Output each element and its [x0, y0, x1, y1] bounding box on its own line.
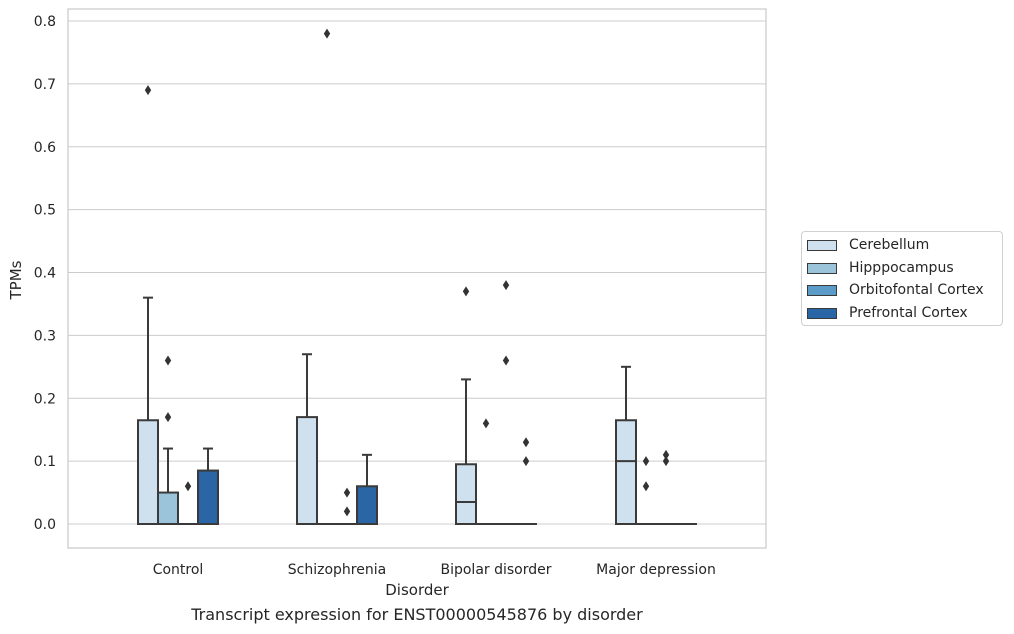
outlier-point-0 [184, 481, 192, 492]
plot-frame [67, 8, 767, 549]
y-tick-label-0: 0.0 [34, 517, 56, 533]
box-3-2 [655, 449, 677, 526]
outlier-point-1 [164, 412, 172, 423]
box-2-3 [515, 437, 537, 526]
box-3-0 [615, 365, 637, 526]
outlier-point-0 [323, 28, 331, 39]
y-tick-label-2: 0.2 [34, 391, 56, 407]
box-2-0 [455, 286, 477, 525]
box-body [455, 463, 477, 525]
box-groups [137, 28, 697, 526]
outlier-point-0 [522, 437, 530, 448]
outlier-point-0 [164, 355, 172, 366]
legend-item-orbitofrontal: Orbitofontal Cortex [807, 281, 984, 299]
y-tick-label-8: 0.8 [34, 14, 56, 30]
box-1-3 [356, 453, 378, 525]
outlier-point-1 [502, 355, 510, 366]
outlier-point-0 [502, 280, 510, 291]
legend-label-orbitofrontal: Orbitofontal Cortex [849, 282, 984, 298]
plot-border [67, 8, 767, 549]
legend-item-hippocampus: Hipppocampus [807, 259, 954, 277]
outlier-point-0 [462, 286, 470, 297]
box-3-1 [635, 456, 657, 526]
box-body [296, 416, 318, 525]
outlier-point-1 [343, 506, 351, 517]
grid-lines [68, 20, 766, 525]
y-tick-label-4: 0.4 [34, 266, 56, 282]
box-0-1 [157, 355, 179, 525]
y-tick-label-1: 0.1 [34, 454, 56, 470]
x-tick-label-0: Control [153, 562, 204, 578]
box-1-0 [296, 353, 318, 525]
box-2-1 [475, 418, 497, 526]
outlier-point-0 [343, 487, 351, 498]
outlier-point-1 [642, 481, 650, 492]
x-tick-label-3: Major depression [596, 562, 716, 578]
box-0-0 [137, 85, 159, 526]
x-tick-label-2: Bipolar disorder [440, 562, 551, 578]
box-body [615, 419, 637, 526]
x-tick-label-1: Schizophrenia [288, 562, 386, 578]
outlier-point-0 [662, 449, 670, 460]
chart-caption: Transcript expression for ENST0000054587… [191, 605, 643, 624]
legend-swatch-orbitofrontal [807, 284, 837, 296]
legend-label-cerebellum: Cerebellum [849, 237, 930, 253]
y-tick-label-3: 0.3 [34, 328, 56, 344]
y-axis-ticks: 0.0 0.1 0.2 0.3 0.4 0.5 0.6 0.7 0.8 [34, 14, 56, 533]
y-tick-label-6: 0.6 [34, 140, 56, 156]
box-0-3 [197, 447, 219, 525]
legend-item-cerebellum: Cerebellum [807, 236, 929, 254]
legend-swatch-prefrontal [807, 307, 837, 319]
box-body [197, 469, 219, 525]
box-1-2 [336, 487, 358, 526]
legend-swatch-cerebellum [807, 239, 837, 251]
box-0-2 [177, 481, 199, 526]
outlier-point-1 [662, 456, 670, 467]
box-body [356, 485, 378, 525]
box-body [137, 419, 159, 526]
box-1-1 [316, 28, 338, 526]
legend-label-hippocampus: Hipppocampus [849, 260, 954, 276]
outlier-point-0 [144, 85, 152, 96]
y-tick-label-7: 0.7 [34, 77, 56, 93]
outlier-point-0 [482, 418, 490, 429]
outlier-point-1 [522, 456, 530, 467]
legend-item-prefrontal: Prefrontal Cortex [807, 304, 968, 322]
y-axis-label: TPMs [7, 260, 25, 300]
legend-swatch-hippocampus [807, 262, 837, 274]
legend-label-prefrontal: Prefrontal Cortex [849, 305, 968, 321]
x-axis-ticks: Control Schizophrenia Bipolar disorder Majo… [153, 562, 716, 578]
box-body [157, 491, 179, 525]
legend: Cerebellum Hipppocampus Orbitofontal Cor… [801, 231, 1003, 326]
box-2-2 [495, 280, 517, 526]
y-tick-label-5: 0.5 [34, 203, 56, 219]
outlier-point-0 [642, 456, 650, 467]
x-axis-label: Disorder [385, 581, 449, 599]
